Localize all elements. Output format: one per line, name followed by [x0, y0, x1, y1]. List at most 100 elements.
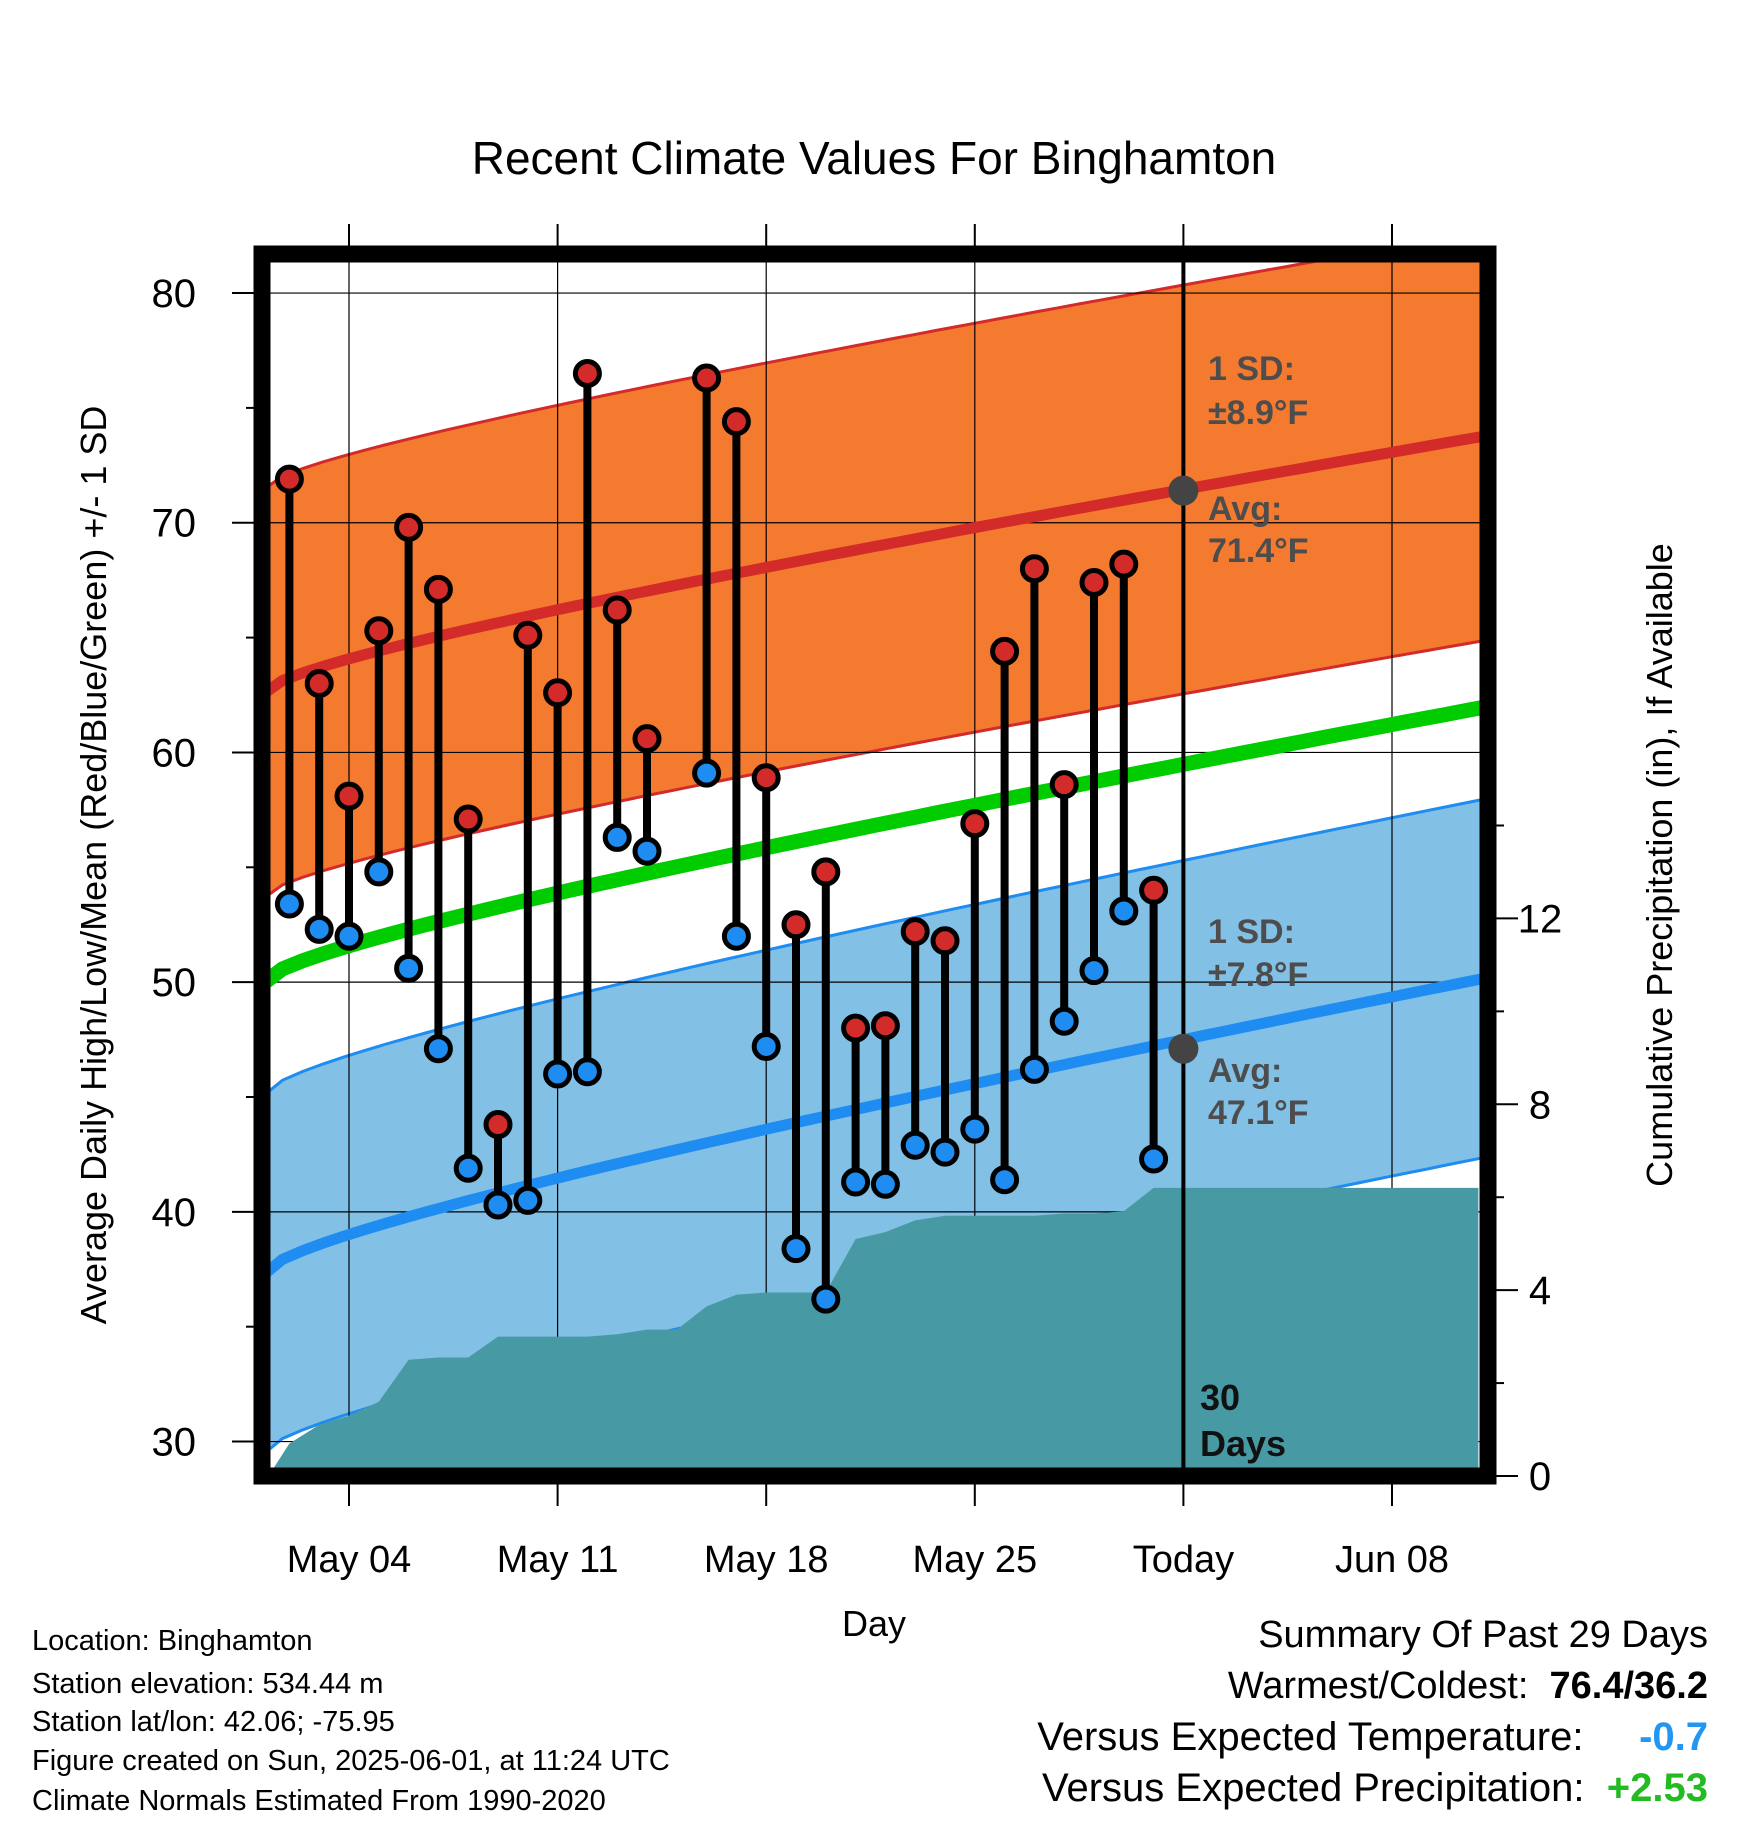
daily-low-point: [811, 1284, 841, 1314]
daily-high-point: [721, 407, 751, 437]
daily-low-point: [721, 921, 751, 951]
x-tick-label: May 04: [287, 1539, 412, 1581]
y-tick-label: 80: [152, 272, 197, 316]
y2-tick-label: 4: [1529, 1269, 1551, 1313]
daily-high-point: [930, 926, 960, 956]
today-avg-high-marker: [1168, 475, 1199, 506]
daily-high-point: [334, 781, 364, 811]
daily-high-point: [483, 1110, 513, 1140]
daily-low-point: [632, 836, 662, 866]
daily-high-point: [632, 724, 662, 754]
daily-high-point: [1049, 770, 1079, 800]
low-avg-label: Avg:: [1208, 1052, 1282, 1090]
footer-elevation: Station elevation: 534.44 m: [32, 1668, 384, 1700]
x-tick-label: Jun 08: [1335, 1539, 1449, 1581]
daily-high-point: [781, 910, 811, 940]
normal-low-line: [262, 972, 1488, 1281]
y-tick-label: 30: [152, 1421, 197, 1465]
daily-high-point: [423, 574, 453, 604]
daily-low-point: [870, 1169, 900, 1199]
daily-low-point: [1109, 896, 1139, 926]
low-sd-label: 1 SD:: [1208, 913, 1295, 951]
daily-high-point: [274, 464, 304, 494]
summary-precip-value: +2.53: [1606, 1766, 1708, 1810]
high-avg-value: 71.4°F: [1208, 532, 1309, 570]
footer-location: Location: Binghamton: [32, 1625, 313, 1657]
summary-temp-value: -0.7: [1639, 1715, 1708, 1759]
summary-precip-row: Versus Expected Precipitation: +2.53: [1042, 1766, 1708, 1811]
daily-low-point: [781, 1234, 811, 1264]
y2-tick-label: 0: [1529, 1455, 1551, 1499]
daily-low-point: [453, 1153, 483, 1183]
chart-title: Recent Climate Values For Binghamton: [472, 132, 1277, 184]
daily-low-point: [513, 1185, 543, 1215]
summary-warm-cold-row: Warmest/Coldest: 76.4/36.2: [1228, 1665, 1708, 1708]
y2-tick-label: 12: [1518, 897, 1563, 941]
daily-low-point: [364, 857, 394, 887]
summary-precip-label: Versus Expected Precipitation:: [1042, 1766, 1585, 1810]
daily-high-point: [602, 595, 632, 625]
summary-warm-cold-label: Warmest/Coldest:: [1227, 1665, 1529, 1707]
daily-low-point: [572, 1057, 602, 1087]
x-tick-label: May 25: [912, 1539, 1037, 1581]
summary-temp-label: Versus Expected Temperature:: [1037, 1715, 1584, 1759]
daily-high-point: [751, 763, 781, 793]
y2-tick-label: 8: [1529, 1083, 1551, 1127]
daily-low-point: [841, 1167, 871, 1197]
low-sd-value: ±7.8°F: [1208, 956, 1308, 994]
footer-created: Figure created on Sun, 2025-06-01, at 11…: [32, 1745, 670, 1777]
daily-high-point: [453, 804, 483, 834]
daily-low-point: [1019, 1054, 1049, 1084]
low-avg-value: 47.1°F: [1208, 1094, 1309, 1132]
daily-low-point: [304, 914, 334, 944]
y-tick-label: 70: [152, 502, 197, 546]
daily-low-point: [274, 889, 304, 919]
daily-low-point: [1139, 1144, 1169, 1174]
daily-low-point: [1049, 1006, 1079, 1036]
daily-high-point: [692, 363, 722, 393]
daily-high-point: [394, 512, 424, 542]
daily-low-point: [751, 1031, 781, 1061]
daily-low-point: [334, 921, 364, 951]
y-tick-label: 60: [152, 731, 197, 775]
daily-high-point: [1139, 875, 1169, 905]
y-tick-label: 40: [152, 1191, 197, 1235]
summary-temp-row: Versus Expected Temperature: -0.7: [1037, 1715, 1708, 1760]
high-avg-label: Avg:: [1208, 490, 1282, 528]
plot-frame: [253, 245, 1497, 1485]
precipitation-area: [268, 1187, 1479, 1476]
days-label-word: Days: [1200, 1423, 1286, 1464]
daily-low-point: [483, 1190, 513, 1220]
x-tick-label: May 11: [497, 1539, 619, 1581]
daily-low-point: [900, 1130, 930, 1160]
daily-low-point: [990, 1165, 1020, 1195]
daily-high-point: [990, 636, 1020, 666]
summary-warm-cold-value: 76.4/36.2: [1549, 1665, 1708, 1707]
x-tick-label: Today: [1133, 1539, 1234, 1581]
normal-high-line: [262, 430, 1488, 700]
daily-high-point: [1079, 567, 1109, 597]
y2-axis-label: Cumulative Precipitation (in), If Availa…: [1639, 543, 1680, 1187]
daily-low-point: [960, 1114, 990, 1144]
daily-high-point: [811, 857, 841, 887]
days-label-number: 30: [1200, 1377, 1240, 1418]
daily-low-point: [1079, 956, 1109, 986]
y-axis-label: Average Daily High/Low/Mean (Red/Blue/Gr…: [73, 406, 114, 1325]
daily-high-point: [1019, 554, 1049, 584]
daily-high-point: [960, 809, 990, 839]
footer-latlon: Station lat/lon: 42.06; -75.95: [32, 1706, 395, 1738]
summary-title: Summary Of Past 29 Days: [1258, 1614, 1708, 1656]
daily-low-point: [602, 822, 632, 852]
daily-high-point: [841, 1013, 871, 1043]
daily-low-point: [394, 953, 424, 983]
daily-high-point: [364, 616, 394, 646]
daily-high-point: [543, 678, 573, 708]
daily-high-point: [304, 669, 334, 699]
footer-normals: Climate Normals Estimated From 1990-2020: [32, 1785, 606, 1817]
y-tick-label: 50: [152, 961, 197, 1005]
x-tick-label: May 18: [704, 1539, 829, 1581]
daily-high-point: [900, 917, 930, 947]
daily-low-point: [692, 758, 722, 788]
daily-low-point: [543, 1059, 573, 1089]
